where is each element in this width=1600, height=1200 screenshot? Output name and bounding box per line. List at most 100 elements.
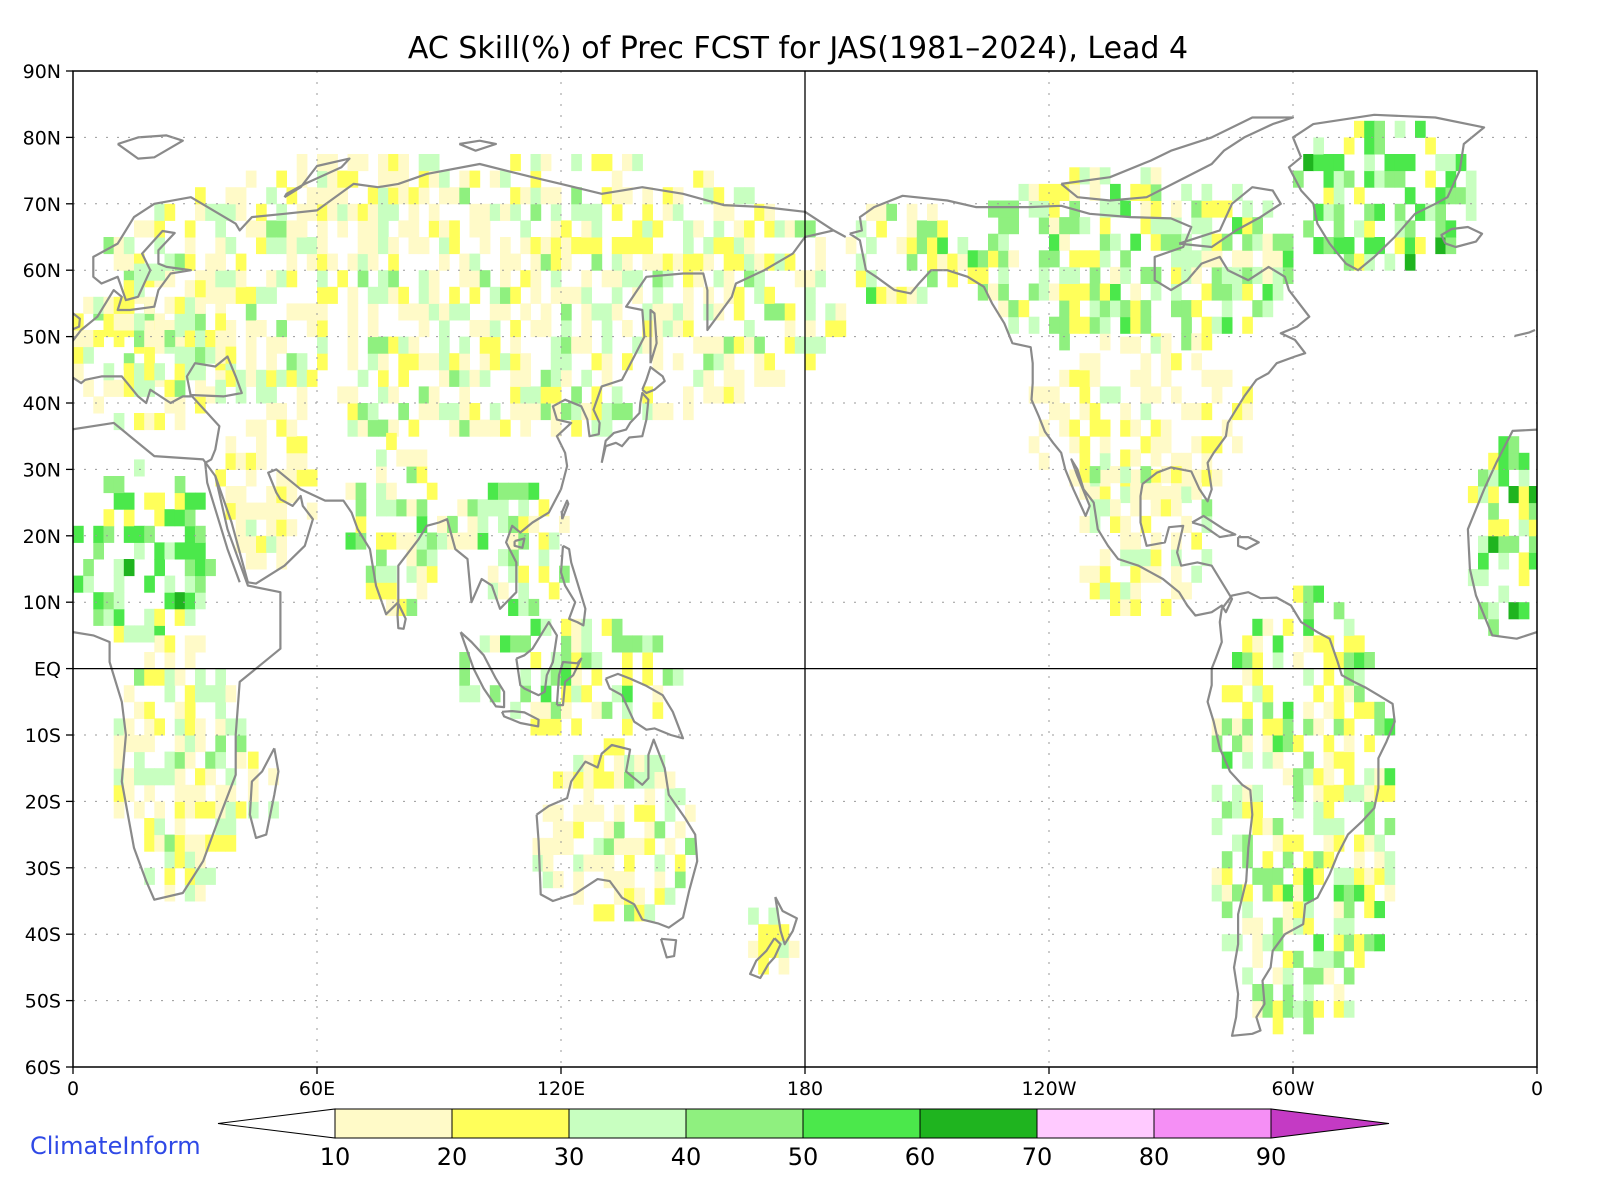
skill-cell — [235, 253, 247, 271]
coastline — [1178, 186, 1282, 249]
skill-cell — [1303, 668, 1314, 686]
skill-cell — [144, 363, 155, 381]
skill-cell — [784, 320, 796, 338]
skill-cell — [1343, 668, 1355, 686]
skill-cell — [1252, 266, 1263, 284]
skill-cell — [744, 237, 755, 255]
skill-cell — [459, 685, 470, 703]
skill-cell — [611, 386, 623, 404]
skill-cell — [500, 303, 511, 321]
skill-cell — [540, 154, 552, 172]
skill-cell — [1232, 403, 1243, 421]
skill-cell — [439, 369, 450, 387]
skill-cell — [601, 419, 613, 437]
skill-cell — [184, 652, 196, 670]
skill-cell — [225, 369, 237, 387]
skill-cell — [693, 336, 704, 354]
skill-cell — [500, 170, 511, 188]
skill-cell — [674, 854, 686, 872]
skill-cell — [195, 559, 206, 577]
skill-cell — [469, 286, 481, 304]
skill-cell — [723, 386, 735, 404]
skill-cell — [439, 403, 450, 421]
skill-cell — [764, 353, 775, 371]
skill-cell — [1059, 217, 1070, 235]
skill-cell — [1293, 735, 1304, 753]
skill-cell — [428, 154, 440, 172]
skill-cell — [1252, 950, 1263, 968]
skill-cell — [235, 369, 247, 387]
skill-cell — [825, 303, 836, 321]
skill-cell — [1498, 552, 1510, 570]
skill-cell — [154, 635, 165, 653]
skill-cell — [439, 353, 450, 371]
skill-cell — [498, 499, 509, 517]
skill-cell — [1354, 834, 1365, 852]
skill-cell — [174, 313, 186, 331]
skill-cell — [215, 286, 226, 304]
skill-cell — [123, 253, 135, 271]
skill-cell — [998, 283, 1009, 301]
skill-cell — [1059, 333, 1070, 351]
skill-cell — [1201, 183, 1213, 201]
skill-cell — [591, 419, 603, 437]
skill-cell — [1303, 718, 1314, 736]
skill-cell — [388, 253, 399, 271]
skill-cell — [205, 270, 216, 288]
skill-cell — [1343, 751, 1355, 769]
skill-cell — [1099, 316, 1111, 334]
skill-cell — [1455, 187, 1467, 205]
skill-cell — [1508, 436, 1520, 454]
skill-cell — [416, 499, 428, 517]
skill-cell — [1110, 266, 1121, 284]
skill-cell — [1313, 137, 1324, 155]
skill-cell — [583, 788, 595, 806]
skill-cell — [1384, 170, 1396, 188]
skill-cell — [144, 818, 155, 836]
skill-cell — [83, 330, 94, 348]
skill-cell — [1232, 784, 1243, 802]
skill-cell — [123, 525, 135, 543]
lon-tick-label: 180 — [787, 1078, 823, 1100]
skill-cell — [634, 804, 645, 822]
skill-cell — [591, 253, 603, 271]
skill-cell — [205, 867, 216, 885]
skill-cell — [703, 353, 714, 371]
skill-cell — [855, 253, 867, 271]
skill-cell — [1038, 183, 1050, 201]
skill-cell — [469, 203, 481, 221]
skill-cell — [357, 237, 369, 255]
skill-cell — [642, 303, 653, 321]
skill-cell — [683, 220, 694, 238]
lon-tick-label: 60E — [299, 1078, 335, 1100]
skill-cell — [1293, 867, 1304, 885]
skill-cell — [784, 253, 796, 271]
skill-cell — [367, 403, 379, 421]
skill-cell — [215, 469, 226, 487]
coastline — [559, 544, 587, 627]
coastline — [748, 937, 782, 980]
skill-cell — [1160, 353, 1172, 371]
skill-cell — [235, 386, 247, 404]
skill-cell — [1232, 217, 1243, 235]
coastline — [73, 421, 282, 901]
skill-cell — [1191, 482, 1202, 500]
skill-cell — [1069, 250, 1080, 268]
skill-cell — [134, 735, 145, 753]
skill-cell — [1252, 984, 1263, 1002]
skill-cell — [1130, 449, 1141, 467]
skill-cell — [164, 851, 176, 869]
skill-cell — [1333, 602, 1345, 620]
skill-cell — [1384, 154, 1396, 172]
skill-cell — [1478, 552, 1489, 570]
skill-cell — [581, 237, 592, 255]
skill-cell — [215, 330, 226, 348]
skill-cell — [1252, 784, 1263, 802]
skill-cell — [337, 187, 348, 205]
skill-cell — [1201, 369, 1213, 387]
skill-cell — [317, 154, 328, 172]
skill-cell — [1221, 851, 1233, 869]
skill-cell — [1140, 369, 1152, 387]
skill-cell — [174, 668, 186, 686]
skill-cell — [1313, 585, 1324, 603]
